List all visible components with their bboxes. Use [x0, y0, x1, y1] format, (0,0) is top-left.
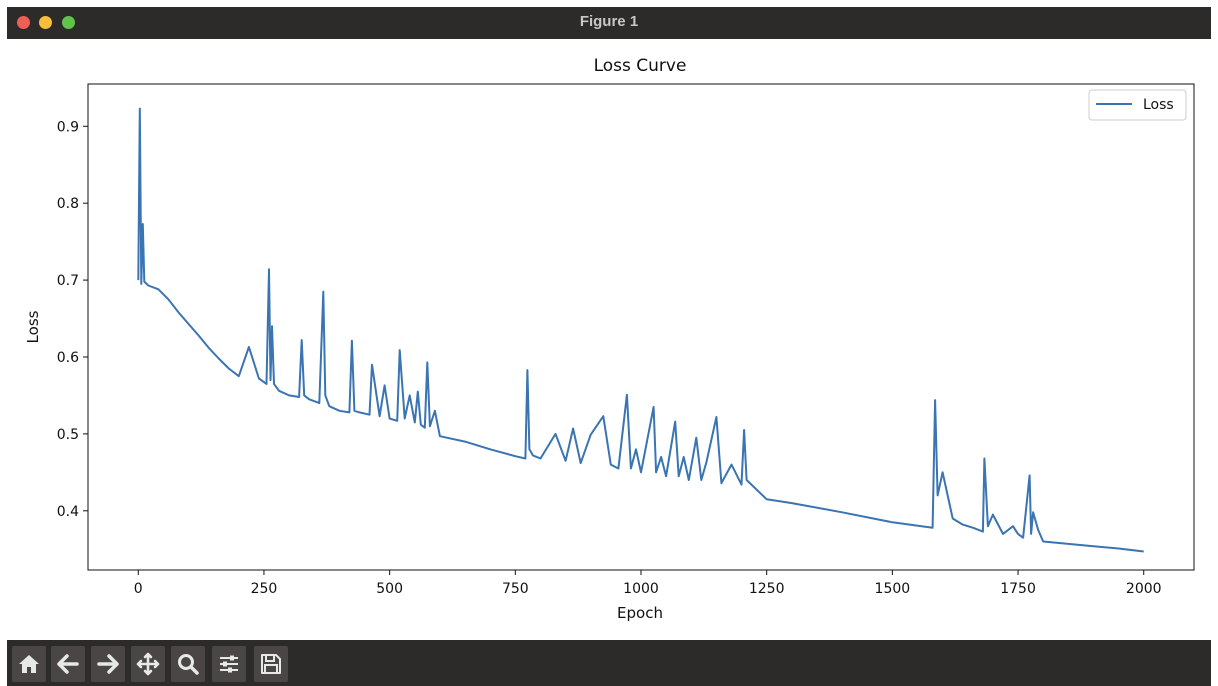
y-tick-label: 0.8 — [57, 196, 79, 212]
zoom-button[interactable] — [171, 646, 205, 682]
configure-subplots-button[interactable] — [212, 646, 246, 682]
floppy-icon — [261, 654, 281, 674]
x-tick-label: 250 — [251, 581, 278, 597]
pan-button[interactable] — [131, 646, 165, 682]
x-tick-label: 1250 — [749, 581, 785, 597]
x-tick-label: 0 — [134, 581, 143, 597]
x-tick-label: 1750 — [1000, 581, 1036, 597]
window-title: Figure 1 — [579, 13, 639, 30]
x-axis-label: Epoch — [617, 604, 663, 622]
magnifier-icon — [178, 654, 199, 675]
y-axis-ticks: 0.4 0.5 0.6 0.7 0.8 0.9 — [57, 119, 88, 520]
y-tick-label: 0.9 — [57, 119, 79, 135]
home-icon — [19, 655, 39, 673]
move-icon — [136, 652, 160, 676]
y-axis-label: Loss — [24, 310, 42, 343]
arrow-right-icon — [97, 654, 119, 674]
forward-button[interactable] — [91, 646, 125, 682]
figure-toolbar — [7, 640, 1211, 686]
y-tick-label: 0.4 — [57, 504, 79, 520]
x-tick-label: 500 — [376, 581, 403, 597]
back-button[interactable] — [51, 646, 85, 682]
y-tick-label: 0.6 — [57, 350, 79, 366]
arrow-left-icon — [57, 654, 79, 674]
maximize-window-button[interactable] — [62, 16, 75, 29]
x-tick-label: 1000 — [623, 581, 659, 597]
x-axis-ticks: 0 250 500 750 1000 1250 1500 1750 2000 — [134, 570, 1162, 597]
legend: Loss — [1088, 89, 1187, 121]
x-tick-label: 2000 — [1126, 581, 1162, 597]
y-tick-label: 0.5 — [57, 427, 79, 443]
x-tick-label: 1500 — [875, 581, 911, 597]
chart-title: Loss Curve — [594, 56, 687, 76]
save-figure-button[interactable] — [254, 646, 288, 682]
home-button[interactable] — [12, 646, 46, 682]
y-tick-label: 0.7 — [57, 273, 79, 289]
sliders-icon — [220, 655, 238, 673]
loss-chart: Loss Curve 0 250 500 750 1000 1250 1500 1750 200… — [24, 56, 1195, 622]
x-tick-label: 750 — [502, 581, 529, 597]
legend-label-loss: Loss — [1143, 97, 1174, 113]
window-titlebar: Figure 1 — [7, 7, 1211, 39]
series-line-loss — [137, 107, 1144, 553]
minimize-window-button[interactable] — [39, 16, 52, 29]
legend-box — [1088, 89, 1187, 121]
close-window-button[interactable] — [17, 16, 30, 29]
